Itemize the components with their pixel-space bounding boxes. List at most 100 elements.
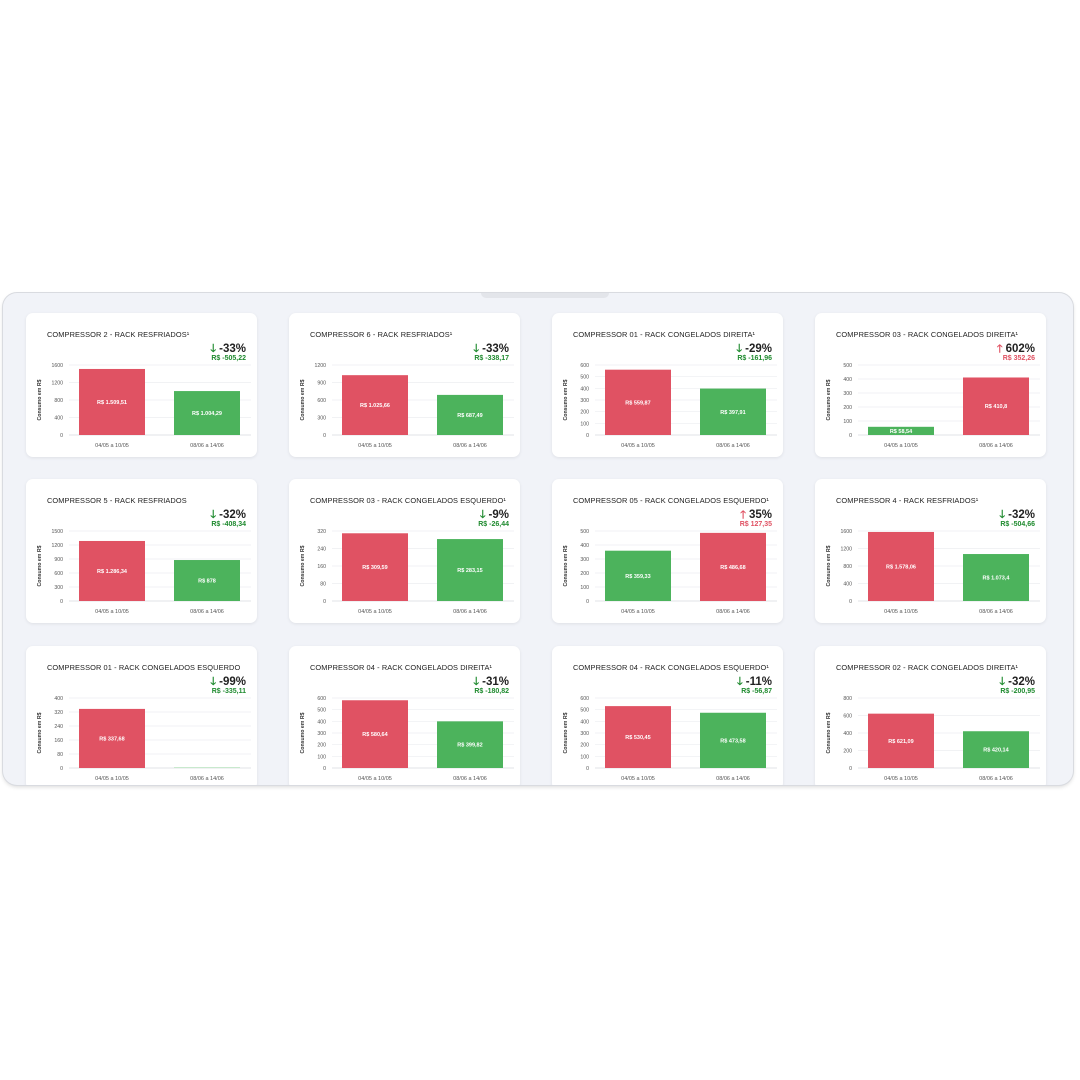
y-tick-label: 0 bbox=[60, 766, 63, 772]
y-tick-label: 600 bbox=[580, 696, 589, 702]
panel-tab-handle[interactable] bbox=[481, 293, 609, 298]
y-axis-label: Consumo em R$ bbox=[826, 379, 832, 420]
y-tick-label: 300 bbox=[580, 731, 589, 737]
x-tick-label: 08/06 a 14/06 bbox=[190, 776, 224, 782]
y-tick-label: 0 bbox=[849, 599, 852, 605]
y-tick-label: 400 bbox=[317, 719, 326, 725]
change-percent-value: -33% bbox=[219, 343, 246, 355]
bar-value-label: R$ 399,82 bbox=[457, 743, 482, 749]
chart-card: COMPRESSOR 04 - RACK CONGELADOS DIREITA¹… bbox=[289, 646, 520, 785]
bar-value-label: R$ 283,15 bbox=[457, 568, 482, 574]
y-tick-label: 1200 bbox=[51, 543, 63, 549]
y-tick-label: 400 bbox=[54, 696, 63, 702]
change-percent-value: -32% bbox=[1008, 676, 1035, 688]
arrow-down-icon: 🡓 bbox=[479, 509, 486, 521]
bar bbox=[868, 531, 934, 601]
chart-title: COMPRESSOR 01 - RACK CONGELADOS ESQUERDO bbox=[47, 663, 241, 672]
y-axis-label: Consumo em R$ bbox=[826, 545, 832, 586]
y-tick-label: 100 bbox=[580, 754, 589, 760]
bar bbox=[437, 539, 503, 601]
y-tick-label: 400 bbox=[580, 386, 589, 392]
y-tick-label: 160 bbox=[317, 564, 326, 570]
chart-card: COMPRESSOR 03 - RACK CONGELADOS ESQUERDO… bbox=[289, 479, 520, 623]
x-tick-label: 04/05 a 10/05 bbox=[95, 609, 129, 615]
bar-value-label: R$ 878 bbox=[198, 579, 216, 585]
y-tick-label: 800 bbox=[54, 398, 63, 404]
bar bbox=[79, 540, 145, 601]
chart-card: COMPRESSOR 03 - RACK CONGELADOS DIREITA¹… bbox=[815, 313, 1046, 457]
bar-chart: 0 100 200 300 400 500 600 Consumo em R$ R$ 559,8… bbox=[563, 363, 777, 449]
bar bbox=[79, 708, 145, 768]
change-value: R$ 127,35 bbox=[739, 521, 772, 528]
x-tick-label: 04/05 a 10/05 bbox=[884, 443, 918, 449]
y-tick-label: 100 bbox=[843, 419, 852, 425]
chart-card: COMPRESSOR 6 - RACK RESFRIADOS¹ 🡓 -33% R$… bbox=[289, 313, 520, 457]
chart-title: COMPRESSOR 01 - RACK CONGELADOS DIREITA¹ bbox=[573, 330, 756, 339]
y-tick-label: 500 bbox=[580, 375, 589, 381]
y-tick-label: 600 bbox=[54, 571, 63, 577]
x-tick-label: 08/06 a 14/06 bbox=[716, 776, 750, 782]
bar bbox=[342, 533, 408, 601]
bar-value-label: R$ 1.286,34 bbox=[97, 569, 128, 575]
arrow-down-icon: 🡓 bbox=[473, 676, 480, 688]
y-tick-label: 1200 bbox=[51, 381, 63, 387]
change-percent: 🡓 -32% bbox=[999, 673, 1035, 692]
y-tick-label: 400 bbox=[843, 377, 852, 383]
change-percent: 🡓 -99% bbox=[210, 673, 246, 692]
y-tick-label: 600 bbox=[317, 696, 326, 702]
change-percent: 🡓 -32% bbox=[210, 506, 246, 525]
bar bbox=[342, 700, 408, 768]
bar bbox=[342, 375, 408, 435]
bar-chart: 0 400 800 1200 1600 Consumo em R$ R$ 1.578,06 0… bbox=[826, 529, 1040, 615]
y-tick-label: 900 bbox=[54, 557, 63, 563]
y-tick-label: 160 bbox=[54, 738, 63, 744]
bar bbox=[437, 721, 503, 768]
arrow-down-icon: 🡓 bbox=[736, 343, 743, 355]
bar-value-label: R$ 397,91 bbox=[720, 410, 745, 416]
change-value: R$ -200,95 bbox=[1000, 688, 1035, 695]
change-percent-value: -9% bbox=[488, 509, 509, 521]
x-tick-label: 04/05 a 10/05 bbox=[621, 609, 655, 615]
x-tick-label: 08/06 a 14/06 bbox=[979, 443, 1013, 449]
x-tick-label: 04/05 a 10/05 bbox=[621, 443, 655, 449]
y-tick-label: 0 bbox=[323, 433, 326, 439]
change-percent-value: -29% bbox=[745, 343, 772, 355]
y-tick-label: 600 bbox=[843, 714, 852, 720]
bar-chart: 0 300 600 900 1200 Consumo em R$ R$ 1.025,66 04… bbox=[300, 363, 514, 449]
bar-value-label: R$ 559,87 bbox=[625, 400, 650, 406]
bar-value-label: R$ 420,14 bbox=[983, 748, 1009, 754]
y-tick-label: 500 bbox=[580, 529, 589, 535]
y-tick-label: 0 bbox=[849, 433, 852, 439]
y-axis-label: Consumo em R$ bbox=[300, 545, 306, 586]
x-tick-label: 08/06 a 14/06 bbox=[453, 443, 487, 449]
chart-title: COMPRESSOR 03 - RACK CONGELADOS DIREITA¹ bbox=[836, 330, 1019, 339]
bar-value-label: R$ 1.004,29 bbox=[192, 411, 222, 417]
change-percent-value: 602% bbox=[1005, 343, 1035, 355]
y-tick-label: 320 bbox=[317, 529, 326, 535]
bar-value-label: R$ 486,68 bbox=[720, 565, 745, 571]
chart-card: COMPRESSOR 4 - RACK RESFRIADOS¹ 🡓 -32% R$… bbox=[815, 479, 1046, 623]
y-tick-label: 500 bbox=[580, 708, 589, 714]
arrow-down-icon: 🡓 bbox=[999, 509, 1006, 521]
y-tick-label: 1200 bbox=[840, 547, 852, 553]
chart-title: COMPRESSOR 04 - RACK CONGELADOS DIREITA¹ bbox=[310, 663, 493, 672]
bar-value-label: R$ 359,33 bbox=[625, 574, 650, 580]
y-tick-label: 0 bbox=[60, 599, 63, 605]
chart-title: COMPRESSOR 5 - RACK RESFRIADOS bbox=[47, 496, 187, 505]
bar-value-label: R$ 473,58 bbox=[720, 738, 745, 744]
bar-value-label: R$ 410,8 bbox=[985, 404, 1007, 410]
y-axis-label: Consumo em R$ bbox=[563, 712, 569, 753]
bar-chart: 0 100 200 300 400 500 Consumo em R$ R$ 359,33 04… bbox=[563, 529, 777, 615]
bar bbox=[605, 369, 671, 435]
x-tick-label: 08/06 a 14/06 bbox=[979, 609, 1013, 615]
bar-chart: 0 100 200 300 400 500 Consumo em R$ R$ 58,54 04/… bbox=[826, 363, 1040, 449]
x-tick-label: 04/05 a 10/05 bbox=[884, 609, 918, 615]
bar-value-label: R$ 580,64 bbox=[362, 732, 388, 738]
y-axis-label: Consumo em R$ bbox=[37, 712, 43, 753]
change-percent: 🡑 35% bbox=[740, 506, 772, 525]
bar bbox=[868, 713, 934, 768]
y-tick-label: 300 bbox=[843, 391, 852, 397]
bar-value-label: R$ 621,09 bbox=[888, 739, 913, 745]
y-tick-label: 400 bbox=[843, 731, 852, 737]
arrow-down-icon: 🡓 bbox=[210, 343, 217, 355]
